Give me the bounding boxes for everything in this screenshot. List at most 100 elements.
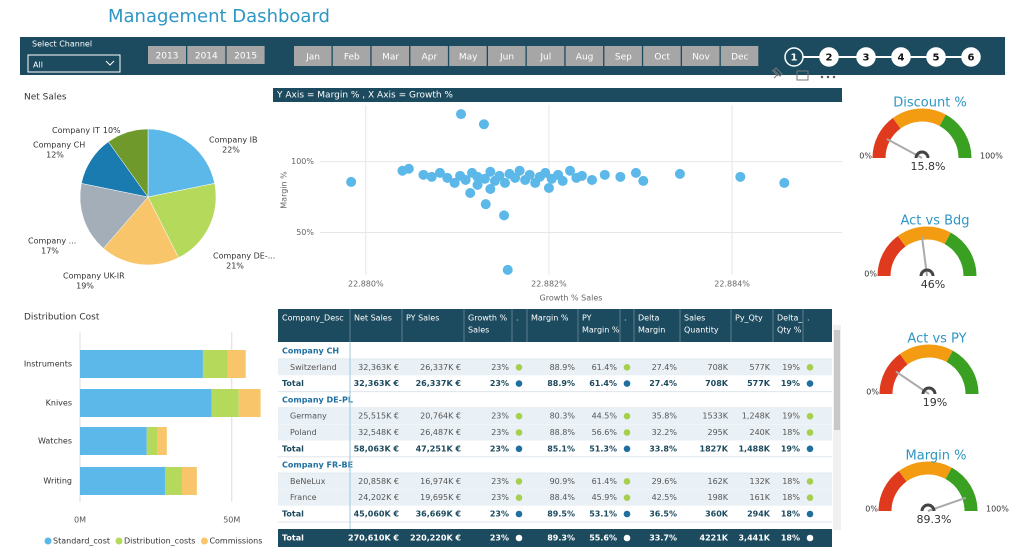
legend-label: Distribution_costs [124,537,195,546]
table-cell: 23% [491,493,509,502]
gauge-cap [919,268,935,277]
pie-slice [147,128,215,198]
column-header: Delta [638,314,659,323]
status-dot [623,364,631,371]
pin-icon[interactable] [771,67,783,79]
row-bg [278,424,832,441]
status-dot [806,429,814,436]
step-label: 4 [898,53,905,64]
month-button[interactable] [643,46,681,66]
scatter-point [485,184,496,195]
month-label: Sep [615,53,632,63]
status-dot [623,412,631,420]
table-cell: 577K [747,379,771,388]
step-circle[interactable] [961,47,981,67]
gauge-cap [914,150,930,159]
scatter-point [524,169,535,180]
month-button[interactable] [371,46,410,66]
table-cell: 23% [491,477,509,486]
step-circle[interactable] [856,47,876,67]
status-dot [515,510,523,518]
gauge-band [899,344,953,365]
table-cell: 18% [781,534,800,543]
pie-slice [79,183,149,249]
step-circle[interactable] [926,47,946,67]
more-icon[interactable] [820,75,836,79]
table-cell: 61.4% [592,477,618,486]
gauge-band [944,232,977,277]
scatter-point [638,175,649,186]
table-cell: 220,220K € [410,534,461,543]
month-button[interactable] [294,46,332,66]
step-circle[interactable] [819,47,839,67]
step-label: 5 [933,53,940,64]
row-label: Total [282,534,304,543]
table-cell: 19% [782,412,800,421]
status-dot [806,364,814,371]
gauge-tick-label: 100% [980,152,1003,161]
channel-value: All [33,61,43,70]
month-button[interactable] [720,46,759,66]
table-cell: 1827K [700,444,729,453]
scatter-point [346,176,357,187]
bar-segment [80,389,212,417]
column-header: Py_Qty [735,314,763,323]
table-cell: 90.9% [550,477,576,486]
row-label: Total [282,379,304,388]
expand-icon[interactable] [796,70,809,81]
month-button[interactable] [565,46,604,66]
step-label: 3 [863,53,870,64]
table-cell: 35.8% [652,412,678,421]
gauge-title: Act vs Bdg [900,214,969,229]
row-label: France [290,493,317,502]
chart-title: Net Sales [24,93,67,103]
column-header: Company_Desc [282,314,344,323]
scatter-point [499,210,510,221]
x-tick-label: 22.882% [531,280,567,289]
month-button[interactable] [488,46,526,66]
channel-dropdown[interactable] [27,54,121,73]
table-cell: 36,669K € [416,510,462,519]
table-cell: 18% [782,493,800,502]
column-header: Quantity [684,326,719,335]
month-button[interactable] [604,46,642,66]
table-cell: 708K [707,363,728,372]
scatter-point [510,172,521,183]
table-cell: 23% [491,363,509,372]
gauge-title: Act vs PY [907,332,966,347]
table-cell: 85.1% [547,444,575,453]
column-header: Net Sales [354,314,392,323]
month-button[interactable] [682,46,720,66]
table-cell: 16,974K € [420,477,461,486]
year-button[interactable] [187,46,226,64]
table-cell: 577K [749,363,770,372]
table-cell: 294K [747,510,771,519]
year-button[interactable] [226,46,265,64]
month-button[interactable] [410,46,448,66]
year-button[interactable] [148,46,186,64]
month-button[interactable] [332,46,371,66]
scroll-thumb[interactable] [834,330,840,430]
step-circle[interactable] [784,47,804,67]
step-label: 1 [791,53,798,64]
table-cell: 26,337K € [416,379,462,388]
row-label: Germany [290,412,327,421]
table-cell: 58,063K € [354,444,400,453]
dropdown-arrow [105,60,115,66]
table-cell: 32,548K € [358,428,399,437]
y-tick-label: 50% [296,228,314,237]
gauge-tick-label: 100% [986,505,1009,514]
year-label: 2014 [195,52,218,62]
status-dot [623,380,631,387]
step-circle[interactable] [891,47,911,67]
y-tick-label: 100% [291,157,314,166]
table-cell: 4221K [700,534,729,543]
month-button[interactable] [526,46,565,66]
month-label: Apr [422,53,438,63]
table-cell: 708K [705,379,729,388]
column-header: Sales [684,314,705,323]
slice-value: 19% [76,282,94,291]
month-button[interactable] [449,46,487,66]
table-cell: 20,858K € [358,477,399,486]
bar-segment [80,350,203,378]
